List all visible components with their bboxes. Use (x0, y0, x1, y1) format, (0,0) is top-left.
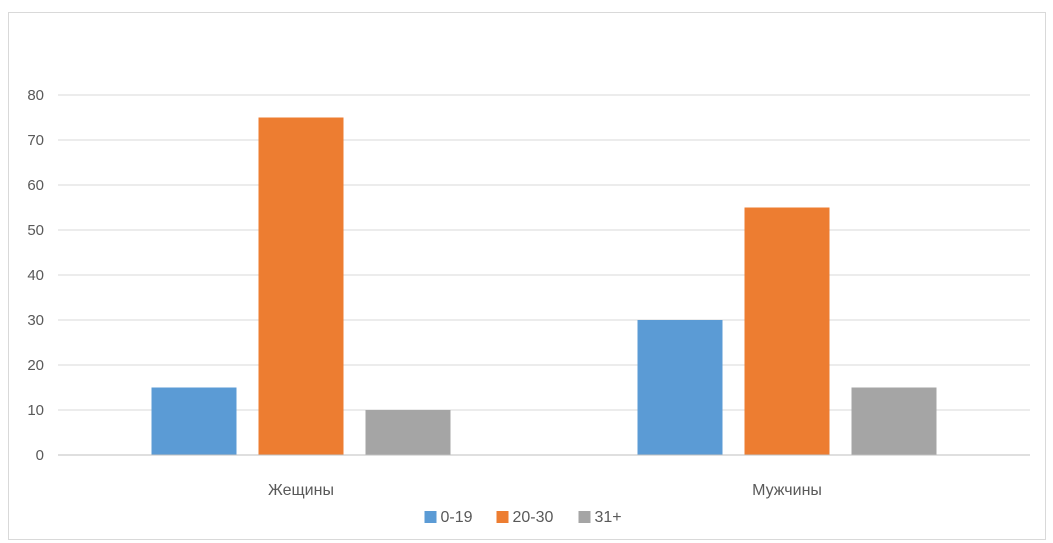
y-tick-label: 0 (36, 447, 44, 464)
bar-31+-Мужчины (851, 387, 937, 455)
y-axis-ticks: 0 10 20 30 40 50 60 70 80 (27, 87, 44, 464)
y-tick-label: 30 (27, 312, 44, 329)
x-category-label: Жещины (268, 482, 334, 499)
y-tick-label: 80 (27, 87, 44, 104)
bar-20-30-Жещины (258, 117, 344, 455)
legend-label: 0-19 (441, 509, 473, 526)
bar-0-19-Жещины (151, 387, 237, 455)
y-tick-label: 60 (27, 177, 44, 194)
legend: 0-19 20-30 31+ (424, 509, 622, 526)
bars (151, 117, 937, 455)
bar-31+-Жещины (365, 410, 451, 455)
bar-0-19-Мужчины (637, 320, 723, 455)
legend-label: 20-30 (513, 509, 554, 526)
y-tick-label: 70 (27, 132, 44, 149)
legend-swatch-20-30 (496, 511, 509, 523)
legend-swatch-0-19 (424, 511, 437, 523)
y-tick-label: 10 (27, 402, 44, 419)
y-tick-label: 40 (27, 267, 44, 284)
y-tick-label: 20 (27, 357, 44, 374)
x-axis-labels: Жещины Мужчины (268, 482, 822, 499)
y-tick-label: 50 (27, 222, 44, 239)
gridlines (58, 94, 1030, 411)
bar-20-30-Мужчины (744, 207, 830, 455)
legend-label: 31+ (595, 509, 622, 526)
legend-swatch-31+ (578, 511, 591, 523)
x-category-label: Мужчины (752, 482, 822, 499)
